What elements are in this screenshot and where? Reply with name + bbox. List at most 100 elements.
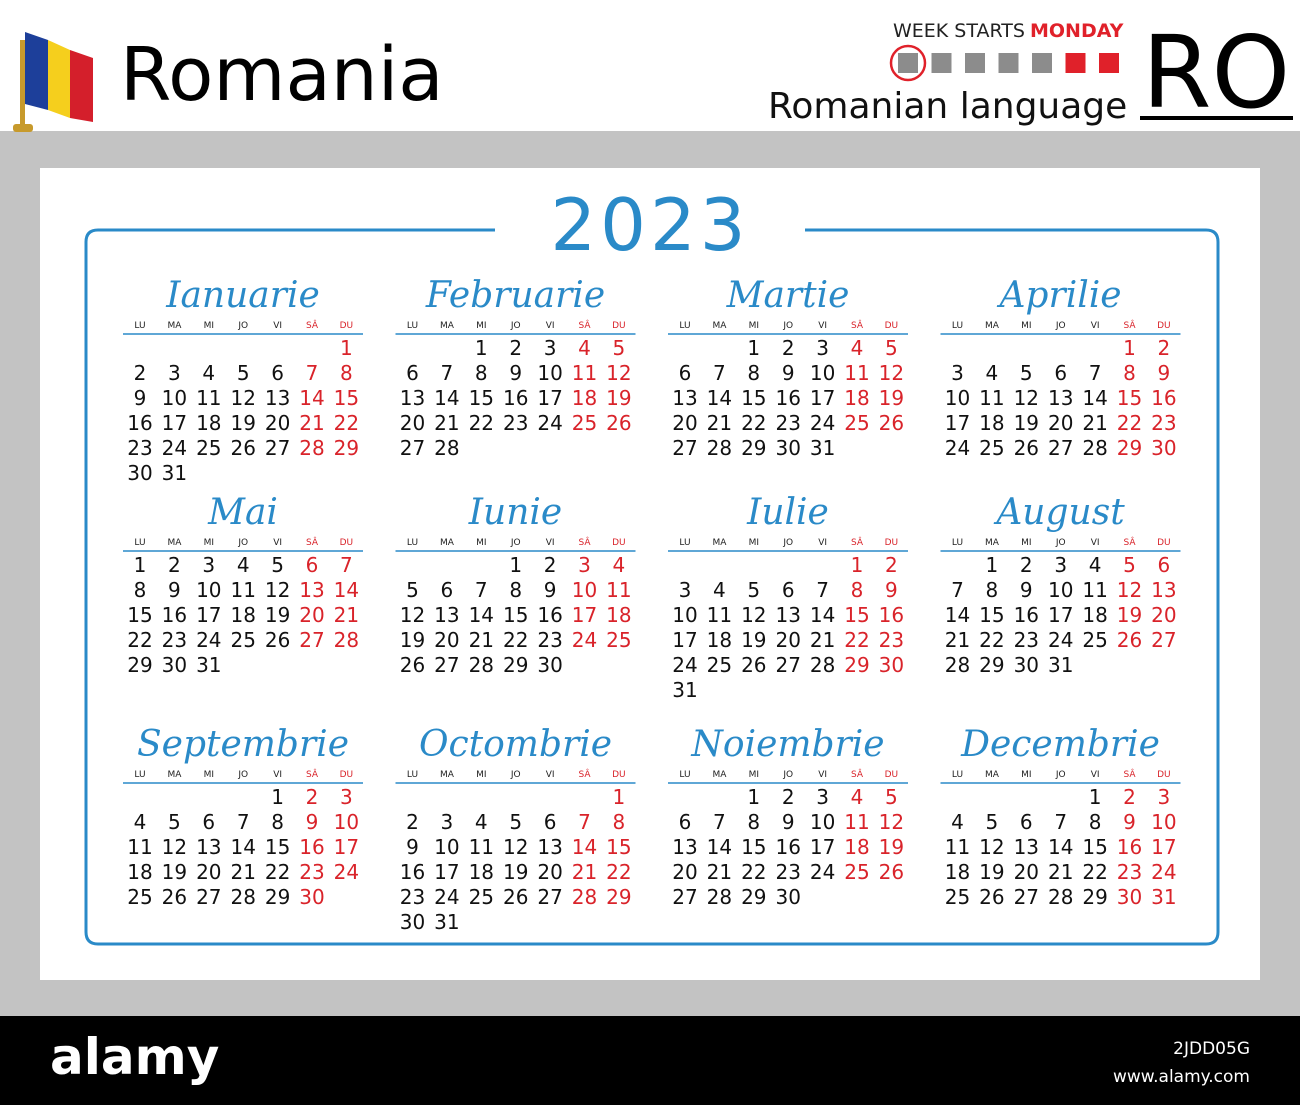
day: 17 [810, 835, 835, 859]
day: 31 [810, 436, 835, 460]
day: 11 [707, 603, 732, 627]
day: 1 [851, 553, 864, 577]
day: 12 [400, 603, 425, 627]
weekday: DU [1157, 321, 1171, 331]
weekday: LU [134, 770, 145, 780]
day: 6 [406, 361, 419, 385]
day: 7 [578, 810, 591, 834]
day: 16 [162, 603, 187, 627]
day: 6 [441, 578, 454, 602]
weekday: JO [1055, 321, 1066, 331]
day: 4 [986, 361, 999, 385]
day: 18 [707, 628, 732, 652]
day: 2 [544, 553, 557, 577]
day: 11 [945, 835, 970, 859]
day: 16 [775, 386, 800, 410]
day: 19 [1117, 603, 1142, 627]
day: 13 [537, 835, 562, 859]
weekday: VI [546, 538, 555, 548]
day: 8 [747, 361, 760, 385]
day: 4 [851, 336, 864, 360]
day: 15 [334, 386, 359, 410]
day: 8 [747, 810, 760, 834]
day: 21 [230, 860, 255, 884]
country-code: RO [1142, 14, 1290, 131]
day: 7 [1054, 810, 1067, 834]
day: 25 [196, 436, 221, 460]
day: 10 [162, 386, 187, 410]
day: 11 [196, 386, 221, 410]
day: 12 [606, 361, 631, 385]
day: 9 [509, 361, 522, 385]
weekday: DU [340, 770, 354, 780]
day: 5 [168, 810, 181, 834]
day: 5 [406, 578, 419, 602]
day: 14 [945, 603, 970, 627]
day: 25 [606, 628, 631, 652]
day: 23 [1151, 411, 1176, 435]
day: 20 [672, 411, 697, 435]
day: 5 [885, 336, 898, 360]
weekday: DU [885, 770, 899, 780]
weekday: SÂ [851, 768, 864, 780]
day: 4 [951, 810, 964, 834]
brand: alamy [50, 1028, 219, 1086]
weekday: DU [340, 321, 354, 331]
weekday: SÂ [1123, 768, 1136, 780]
day: 14 [299, 386, 324, 410]
day: 23 [775, 860, 800, 884]
day: 27 [400, 436, 425, 460]
day: 30 [537, 653, 562, 677]
day: 4 [578, 336, 591, 360]
day: 6 [544, 810, 557, 834]
day: 12 [741, 603, 766, 627]
day: 30 [775, 436, 800, 460]
day: 13 [196, 835, 221, 859]
day: 18 [606, 603, 631, 627]
weekday: JO [782, 538, 793, 548]
day: 23 [879, 628, 904, 652]
footer-bar [0, 1016, 1300, 1105]
day: 19 [741, 628, 766, 652]
weekday: JO [510, 538, 521, 548]
weekday: MI [476, 321, 486, 331]
day: 25 [979, 436, 1004, 460]
day: 26 [400, 653, 425, 677]
week-square [998, 53, 1019, 73]
day: 5 [613, 336, 626, 360]
day: 2 [509, 336, 522, 360]
day: 9 [134, 386, 147, 410]
weekday: SÂ [306, 536, 319, 548]
day: 20 [672, 860, 697, 884]
day: 5 [885, 785, 898, 809]
weekday: LU [952, 770, 963, 780]
weekday: JO [782, 321, 793, 331]
day: 29 [503, 653, 528, 677]
day: 26 [265, 628, 290, 652]
day: 26 [879, 411, 904, 435]
day: 29 [1117, 436, 1142, 460]
weekday: MI [476, 770, 486, 780]
day: 22 [1082, 860, 1107, 884]
day: 27 [537, 885, 562, 909]
day: 31 [434, 910, 459, 934]
day: 1 [475, 336, 488, 360]
day: 11 [469, 835, 494, 859]
day: 29 [979, 653, 1004, 677]
day: 18 [469, 860, 494, 884]
day: 24 [162, 436, 187, 460]
language: Romanian language [768, 86, 1127, 127]
day: 20 [400, 411, 425, 435]
day: 12 [979, 835, 1004, 859]
day: 30 [1151, 436, 1176, 460]
card [40, 168, 1260, 980]
day: 16 [503, 386, 528, 410]
day: 18 [844, 386, 869, 410]
day: 1 [1089, 785, 1102, 809]
day: 8 [509, 578, 522, 602]
day: 13 [434, 603, 459, 627]
weekday: MI [204, 538, 214, 548]
weekday: LU [134, 321, 145, 331]
day: 6 [679, 361, 692, 385]
